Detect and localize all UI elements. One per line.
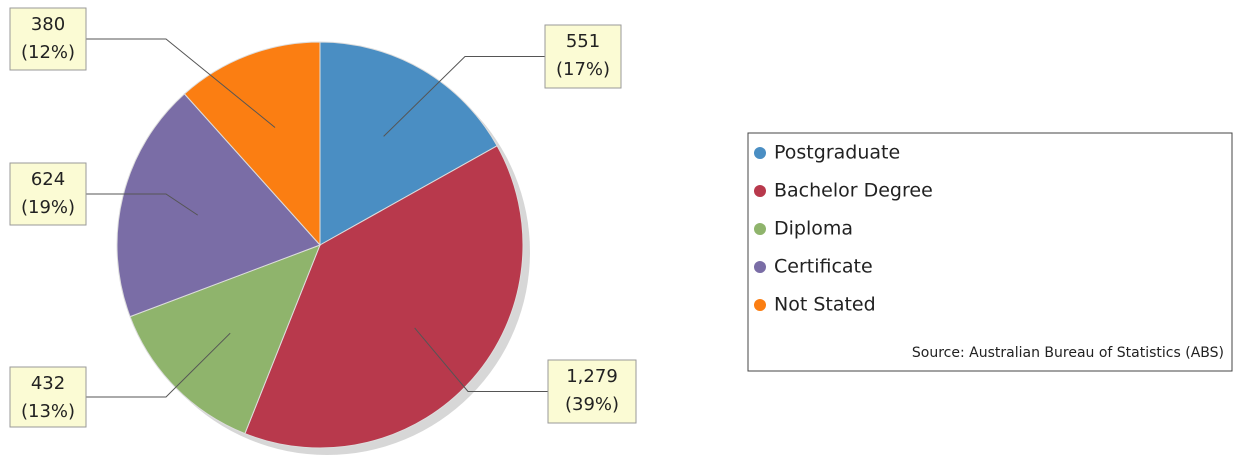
percentage-label: (19%): [21, 197, 75, 218]
legend-swatch: [754, 147, 766, 159]
percentage-label: (39%): [565, 394, 619, 415]
source-note: Source: Australian Bureau of Statistics …: [912, 345, 1224, 361]
label-box: [544, 24, 622, 89]
legend-box: [747, 132, 1233, 372]
legend-label: Not Stated: [774, 294, 876, 316]
legend-label: Certificate: [774, 256, 873, 278]
pie-slice: [319, 41, 498, 246]
value-label: 624: [31, 169, 65, 190]
percentage-label: (17%): [556, 59, 610, 80]
label-box: [9, 162, 87, 226]
label-box: [9, 366, 87, 428]
leader-line: [383, 56, 545, 137]
legend-swatch: [754, 261, 766, 273]
pie-slice: [116, 93, 321, 318]
value-label: 551: [566, 31, 600, 52]
pie-slice: [183, 41, 321, 247]
leader-line: [86, 38, 276, 128]
leader-line: [414, 327, 548, 392]
percentage-label: (13%): [21, 401, 75, 422]
label-box: [9, 7, 87, 71]
legend-swatch: [754, 185, 766, 197]
pie-slice: [244, 145, 524, 449]
value-label: 380: [31, 14, 65, 35]
legend-label: Postgraduate: [774, 142, 900, 164]
leader-line: [86, 193, 199, 216]
legend-swatch: [754, 299, 766, 311]
legend-label: Bachelor Degree: [774, 180, 933, 202]
leader-line: [86, 332, 231, 398]
label-box: [547, 359, 637, 424]
legend-swatch: [754, 223, 766, 235]
legend-label: Diploma: [774, 218, 853, 240]
value-label: 1,279: [566, 366, 618, 387]
percentage-label: (12%): [21, 42, 75, 63]
value-label: 432: [31, 373, 65, 394]
